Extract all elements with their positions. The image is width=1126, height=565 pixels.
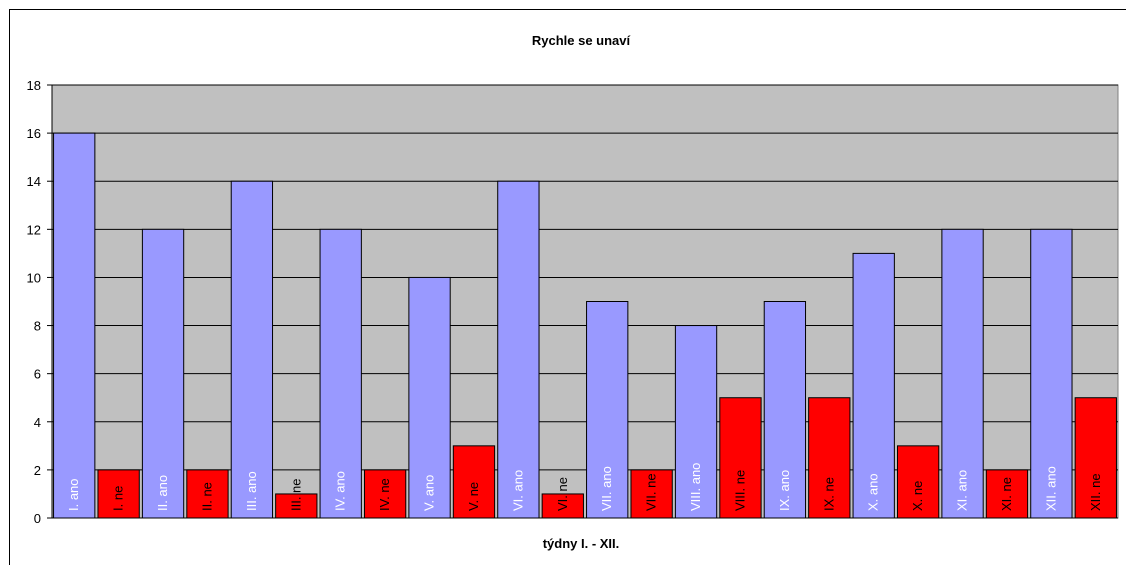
y-tick-label: 4 — [34, 415, 41, 430]
y-tick-label: 8 — [34, 319, 41, 334]
bar-label: VI. ano — [510, 470, 525, 511]
bar-label: VII. ano — [599, 466, 614, 511]
y-tick-label: 10 — [27, 270, 41, 285]
bar — [586, 301, 629, 519]
y-tick-label: 0 — [34, 511, 41, 526]
bar-label: V. ano — [422, 475, 437, 511]
y-tick-label: 12 — [27, 222, 41, 237]
plot-area: 0 2 4 6 8 10 12 14 16 18 I. ano I. ne II. ano II. ne I… — [27, 78, 1119, 526]
bar-label: IV. ne — [377, 478, 392, 511]
bar — [319, 228, 362, 519]
bar-label: VIII. ne — [732, 470, 747, 511]
bar — [141, 228, 185, 519]
bar — [763, 301, 807, 519]
bar — [497, 180, 540, 519]
plot-background — [51, 84, 1119, 519]
chart-title: Rychle se unaví — [532, 33, 631, 48]
bar — [97, 469, 140, 519]
bar-label: I. ano — [66, 478, 81, 511]
bar — [408, 276, 451, 519]
bar-label: X. ne — [910, 481, 925, 511]
bar — [941, 228, 984, 519]
chart-frame — [9, 9, 1126, 565]
bar-label: I. ne — [111, 486, 126, 511]
bar-label: XII. ano — [1043, 466, 1058, 511]
bar-label: II. ano — [155, 475, 170, 511]
bar — [896, 445, 940, 519]
bar — [852, 252, 895, 519]
bar-label: X. ano — [866, 473, 881, 511]
bar-label: XI. ne — [999, 477, 1014, 511]
y-tick-label: 14 — [27, 174, 41, 189]
bar — [808, 397, 851, 519]
bar-label: XI. ano — [955, 470, 970, 511]
bar-label: IX. ne — [821, 477, 836, 511]
bar-label: IV. ano — [333, 471, 348, 511]
bar — [1030, 228, 1073, 519]
bar-label: VII. ne — [644, 473, 659, 511]
y-tick-label: 18 — [27, 78, 41, 93]
bar-label: XII. ne — [1088, 473, 1103, 511]
bar — [53, 132, 96, 519]
bar-label: IX. ano — [777, 470, 792, 511]
bar-label: III. ne — [288, 478, 303, 511]
bar — [1074, 397, 1117, 519]
bar — [230, 180, 274, 519]
bar-label: II. ne — [199, 482, 214, 511]
bar — [452, 445, 496, 519]
bar-label: VIII. ano — [688, 463, 703, 511]
y-tick-label: 16 — [27, 126, 41, 141]
y-tick-label: 2 — [34, 463, 41, 478]
bar-label: V. ne — [466, 482, 481, 511]
bar-label: III. ano — [244, 471, 259, 511]
bar-label: VI. ne — [555, 477, 570, 511]
x-axis-title: týdny I. - XII. — [543, 536, 620, 551]
bar — [363, 469, 407, 519]
y-tick-label: 6 — [34, 367, 41, 382]
